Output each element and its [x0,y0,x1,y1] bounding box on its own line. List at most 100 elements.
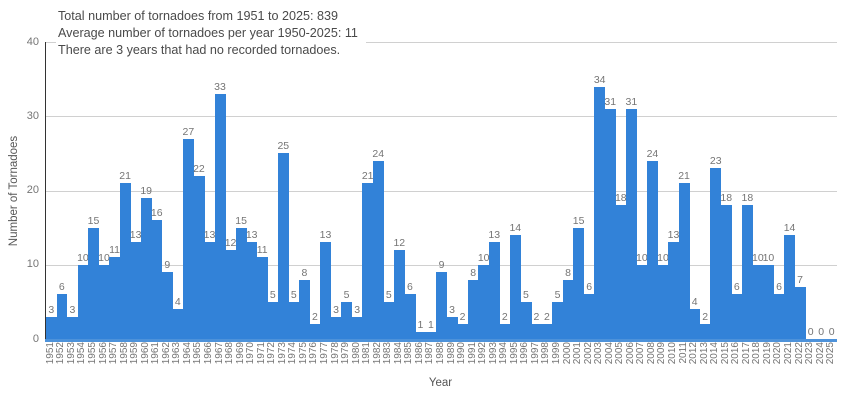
bar [794,287,806,339]
gridline [46,116,837,118]
bar-value-label: 27 [182,125,195,138]
bar [583,294,595,339]
x-tick-label: 2012 [688,342,700,365]
bar [446,316,458,339]
bar-value-label: 21 [361,170,374,183]
x-tick-label: 1966 [202,342,214,365]
bar [488,242,500,339]
bar [689,309,701,339]
bar-value-label: 0 [807,326,814,338]
bar [140,197,152,339]
bar-value-label: 2 [702,311,709,324]
bar-value-label: 6 [586,281,593,294]
x-tick-label: 2013 [698,342,710,365]
bar-value-label: 24 [372,147,385,160]
bar [98,264,110,339]
bar [710,168,722,339]
bar-value-label: 22 [193,162,205,175]
bar [552,301,564,339]
bar-value-label: 10 [762,251,775,264]
x-tick-label: 1955 [86,342,98,365]
bar [467,279,479,339]
bar-value-label: 8 [565,266,571,279]
x-tick-label: 2011 [677,342,689,364]
bar [183,138,195,339]
bar-value-label: 10 [98,251,110,264]
bar-value-label: 13 [319,229,332,242]
bar-value-label: 15 [235,214,247,227]
bar [246,242,258,339]
bar-value-label: 31 [604,95,617,108]
bar [278,153,289,339]
bar [320,242,332,339]
y-tick-label: 20 [26,184,39,196]
x-tick-label: 1988 [435,342,446,365]
annotation-line-zero-years: There are 3 years that had no recorded t… [58,43,341,57]
x-tick-label: 2014 [709,342,721,365]
bar-value-label: 3 [354,303,361,316]
bar [162,272,173,339]
bar-value-label: 5 [343,288,350,301]
x-tick-label: 1968 [224,342,236,365]
bar [67,316,79,339]
x-tick-label: 2000 [561,342,573,365]
bar [742,205,754,339]
bar-value-label: 2 [312,311,318,324]
x-tick-label: 1952 [55,342,67,365]
bar-value-label: 1 [417,318,424,331]
bar [119,183,131,339]
x-tick-label: 1983 [382,342,394,365]
bar-value-label: 5 [554,288,561,301]
bar [372,160,384,339]
bar [668,242,680,339]
bar-value-label: 33 [214,80,226,93]
bar-value-label: 1 [428,318,434,331]
x-tick-label: 1998 [540,342,552,365]
bar-value-label: 18 [720,192,733,205]
x-tick-label: 1974 [287,342,299,365]
bar-value-label: 2 [533,311,540,324]
x-axis-title: Year [428,377,453,389]
x-tick-label: 1957 [108,342,120,365]
bar-value-label: 11 [109,244,120,257]
bar [214,93,226,339]
x-tick-label: 1994 [498,342,510,365]
bar-value-label: 7 [797,274,803,287]
bar-value-label: 3 [69,303,76,316]
bar [499,324,511,339]
x-tick-label: 1981 [361,342,373,365]
gridline [46,42,837,43]
x-tick-label: 1976 [308,342,320,365]
bar [573,227,585,339]
bar [636,264,648,339]
bar [415,331,427,339]
bar [88,227,100,339]
bar [341,301,353,339]
bar [510,235,521,339]
bar [151,220,163,339]
bar-value-label: 24 [646,147,659,160]
bar-value-label: 2 [544,311,550,324]
bar-value-label: 8 [301,266,308,279]
x-tick-label: 1967 [213,342,225,365]
x-tick-label: 1963 [171,342,183,365]
bar [330,316,342,339]
bar-value-label: 21 [678,170,690,183]
x-tick-label: 2002 [582,342,594,365]
x-tick-label: 1961 [150,342,162,365]
bar [383,301,395,339]
bar-value-label: 12 [393,236,406,249]
bar [478,264,490,339]
bar-value-label: 0 [818,326,825,338]
bar-value-label: 10 [477,251,490,264]
bar-value-label: 6 [58,281,65,294]
bar-value-label: 18 [741,192,754,205]
bar-value-label: 11 [256,244,268,257]
annotation-line-average: Average number of tornadoes per year 195… [58,26,358,40]
bar-value-label: 10 [752,251,764,264]
x-tick-label: 2022 [793,342,805,365]
bar [299,279,311,339]
bar-value-label: 0 [828,326,835,338]
bar [394,249,405,339]
x-tick-label: 2016 [730,342,742,365]
